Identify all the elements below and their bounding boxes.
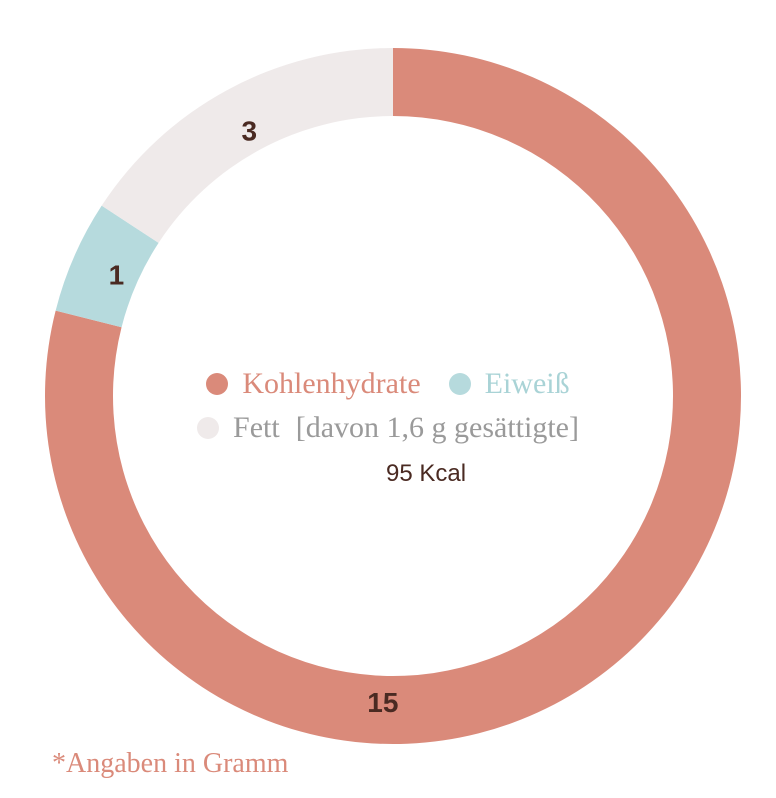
chart-legend: Kohlenhydrate Eiweiß Fett [davon 1,6 g g… [0, 362, 776, 488]
legend-label-protein: Eiweiß [484, 367, 570, 400]
legend-item-protein: Eiweiß [448, 363, 570, 405]
legend-fat-note: [davon 1,6 g gesättigte] [295, 411, 579, 444]
calorie-total: 95 Kcal [385, 460, 467, 487]
legend-dot-carbs [206, 373, 229, 395]
legend-label-fat: Fett [233, 411, 280, 444]
data-label-eiweiß: 1 [109, 260, 125, 291]
donut-slice-fett [101, 48, 393, 243]
data-label-kohlenhydrate: 15 [367, 687, 398, 718]
footnote: *Angaben in Gramm [52, 748, 289, 779]
legend-dot-protein [448, 373, 471, 395]
legend-dot-fat [197, 417, 220, 439]
donut-slice-eiweiß [55, 205, 159, 328]
legend-row-1: Kohlenhydrate Eiweiß [0, 362, 776, 406]
legend-item-fat: Fett [davon 1,6 g gesättigte] [197, 407, 579, 449]
legend-item-carbs: Kohlenhydrate [206, 363, 421, 405]
legend-label-carbs: Kohlenhydrate [242, 367, 421, 400]
data-label-fett: 3 [241, 115, 257, 146]
legend-row-2: Fett [davon 1,6 g gesättigte] [0, 406, 776, 450]
